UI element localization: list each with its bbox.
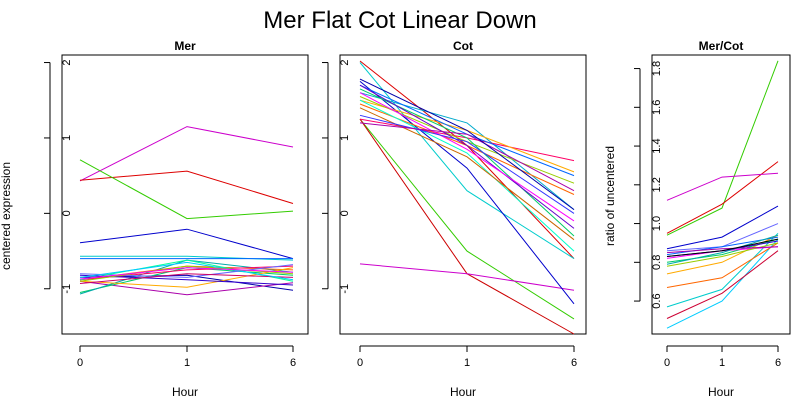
series-line — [359, 114, 575, 214]
y-tick-label: 1.8 — [651, 61, 663, 76]
y-tick-label: -1 — [339, 284, 351, 294]
series-line — [666, 242, 779, 288]
y-tick-label: 0.8 — [651, 255, 663, 270]
series-line — [359, 81, 575, 305]
series-line — [79, 159, 294, 220]
chart-main-title: Mer Flat Cot Linear Down — [263, 7, 536, 34]
panel-title: Mer — [174, 39, 196, 53]
series-line — [79, 273, 294, 284]
y-tick-label: 1.0 — [651, 216, 663, 231]
panel-mer: Mer 0 1 6 -1 0 1 2 Hour centered expression — [0, 39, 309, 399]
y-tick-label: 0 — [339, 210, 351, 216]
panel-cot: Cot 0 1 6 -1 0 1 2 Hour — [322, 39, 587, 399]
x-tick-label: 6 — [290, 357, 296, 369]
y-tick-label: -1 — [61, 284, 73, 294]
series-line — [79, 274, 294, 286]
x-tick-label: 6 — [571, 357, 577, 369]
y-tick-label: 2 — [61, 59, 73, 65]
y-tick-label: 1.6 — [651, 100, 663, 115]
series-line — [666, 250, 779, 319]
y-tick-label: 2 — [339, 59, 351, 65]
series-line — [79, 267, 294, 280]
x-tick-label: 1 — [184, 357, 190, 369]
series-line — [359, 88, 575, 237]
x-tick-label: 0 — [77, 357, 83, 369]
series-line — [666, 238, 779, 329]
y-tick-label: 1 — [339, 135, 351, 141]
x-tick-label: 6 — [775, 357, 781, 369]
series-line — [359, 78, 575, 211]
series-line-mean — [666, 238, 779, 257]
series-line — [359, 62, 575, 260]
series-line — [666, 232, 779, 308]
series-line — [359, 99, 575, 252]
plot-frame — [651, 54, 791, 335]
x-tick-label: 1 — [719, 357, 725, 369]
series-line — [79, 228, 294, 260]
series-line — [666, 60, 779, 236]
series-line — [666, 234, 779, 265]
series-line — [359, 118, 575, 335]
panel-title: Mer/Cot — [699, 39, 744, 53]
series-line — [666, 205, 779, 250]
x-axis-title: Hour — [708, 385, 734, 399]
series-line — [359, 92, 575, 222]
series-line — [79, 280, 294, 296]
series-line — [359, 92, 575, 210]
y-tick-label: 1.2 — [651, 177, 663, 192]
x-tick-label: 0 — [357, 357, 363, 369]
series-line — [79, 261, 294, 281]
plot-frame — [61, 54, 309, 335]
x-tick-label: 1 — [464, 357, 470, 369]
series-line — [666, 246, 779, 254]
x-axis-title: Hour — [172, 385, 198, 399]
y-axis-title: centered expression — [0, 162, 13, 270]
series-line — [666, 172, 779, 201]
y-tick-label: 1.4 — [651, 138, 663, 153]
series-line — [359, 263, 575, 291]
x-axis-title: Hour — [450, 385, 476, 399]
x-tick-label: 0 — [664, 357, 670, 369]
series-line — [359, 99, 575, 173]
series-line — [359, 118, 575, 320]
series-line — [79, 170, 294, 204]
series-line — [666, 161, 779, 234]
series-line — [359, 118, 575, 162]
series-line — [359, 122, 575, 192]
series-line — [666, 236, 779, 256]
y-tick-label: 0.6 — [651, 293, 663, 308]
y-tick-label: 0 — [61, 210, 73, 216]
y-tick-label: 1 — [61, 135, 73, 141]
y-axis-title: ratio of uncentered — [603, 146, 617, 246]
plot-frame — [339, 54, 587, 335]
panel-title: Cot — [453, 39, 473, 53]
series-line — [359, 84, 575, 229]
panel-mer-cot: Mer/Cot 0 1 6 0.6 0.8 1.0 1.2 1.4 1.6 1.8 Hour ratio… — [603, 39, 791, 399]
series-line — [79, 126, 294, 182]
